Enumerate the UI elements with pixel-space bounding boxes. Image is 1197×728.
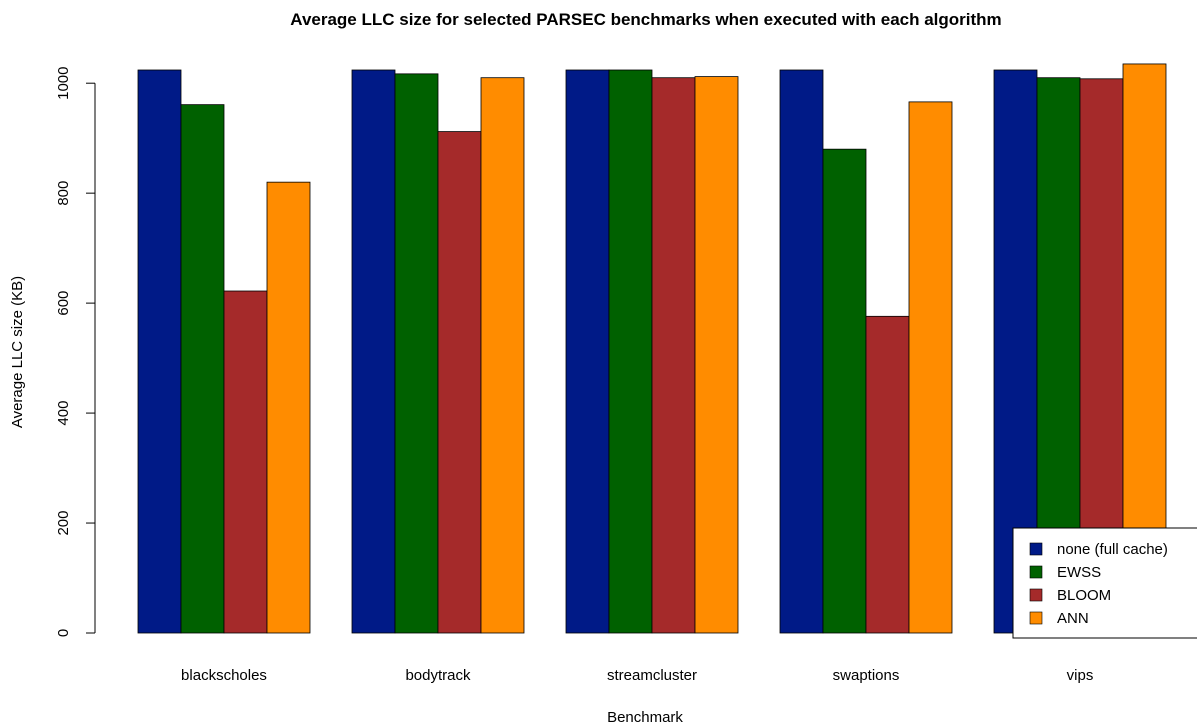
legend-swatch (1029, 565, 1043, 579)
x-tick-label: blackscholes (181, 667, 267, 684)
bar (694, 76, 739, 634)
bar (394, 73, 439, 634)
y-tick-label: 0 (55, 629, 72, 637)
legend-swatch (1029, 542, 1043, 556)
y-tick-label: 600 (55, 291, 72, 316)
bar (822, 148, 867, 634)
bar (137, 69, 182, 634)
y-tick-label: 1000 (55, 67, 72, 100)
bar (437, 131, 482, 634)
bar (779, 69, 824, 634)
legend-swatch (1029, 588, 1043, 602)
legend-label: ANN (1057, 610, 1089, 627)
bar (223, 290, 268, 634)
y-axis: 0 200 400 600 800 1000 (55, 67, 96, 637)
bar (351, 69, 396, 634)
chart-title: Average LLC size for selected PARSEC ben… (290, 10, 1001, 29)
bar (865, 315, 910, 634)
x-tick-label: bodytrack (405, 667, 471, 684)
bar (480, 77, 525, 634)
x-tick-label: swaptions (833, 667, 900, 684)
bars (137, 63, 1167, 634)
legend: none (full cache) EWSS BLOOM ANN (1012, 527, 1197, 639)
bar (565, 69, 610, 634)
y-axis-label: Average LLC size (KB) (9, 276, 26, 428)
bar (266, 181, 311, 634)
bar (908, 101, 953, 634)
bar (180, 104, 225, 634)
x-tick-label: streamcluster (607, 667, 697, 684)
legend-label: none (full cache) (1057, 541, 1168, 558)
y-tick-label: 800 (55, 181, 72, 206)
x-axis-label: Benchmark (607, 709, 683, 726)
x-tick-label: vips (1067, 667, 1094, 684)
bar (651, 77, 696, 634)
legend-label: BLOOM (1057, 587, 1111, 604)
legend-box (1012, 527, 1197, 639)
x-tick-labels: blackscholes bodytrack streamcluster swapti… (181, 667, 1093, 684)
legend-swatch (1029, 611, 1043, 625)
y-tick-label: 400 (55, 401, 72, 426)
y-tick-label: 200 (55, 511, 72, 536)
bar (608, 69, 653, 634)
legend-label: EWSS (1057, 564, 1101, 581)
